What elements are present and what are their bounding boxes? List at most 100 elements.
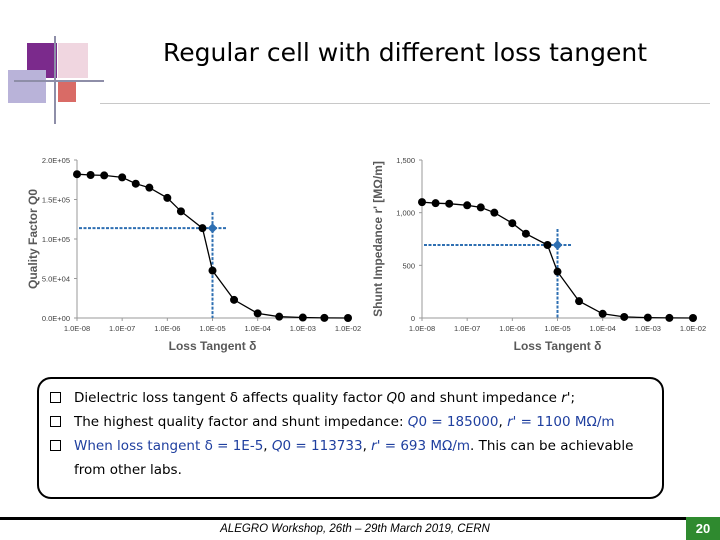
bullet-segment: 0 [397, 390, 406, 406]
y-tick-label: 500 [402, 261, 415, 270]
y-tick-label: 5.0E+04 [42, 275, 70, 284]
decor-lavender-square [8, 70, 46, 103]
bullet-segment: = 693 MΩ/m [380, 438, 471, 454]
series-line [421, 201, 694, 319]
data-point [275, 312, 284, 321]
data-point [543, 241, 552, 250]
bullet-segment: , [362, 438, 372, 454]
data-point [508, 219, 517, 228]
x-tick-label: 1.0E-05 [544, 324, 570, 333]
highlight-marker [552, 240, 563, 250]
data-point [521, 229, 530, 238]
bullet-list: Dielectric loss tangent δ affects qualit… [50, 386, 670, 482]
data-point [490, 208, 499, 217]
checkbox-bullet-icon [50, 392, 61, 403]
bullet-segment: = 1100 MΩ/m [516, 414, 615, 430]
bullet-text: When loss tangent δ = 1E-5, Q0 = 113733,… [74, 438, 633, 454]
data-point [689, 314, 697, 322]
data-point [598, 309, 607, 318]
bullet-text: The highest quality factor and shunt imp… [74, 414, 615, 430]
bullet-segment: The highest quality factor and shunt imp… [74, 414, 408, 430]
data-point [198, 224, 207, 233]
data-point [418, 198, 426, 207]
data-point [298, 313, 307, 322]
footer-text: ALEGRO Workshop, 26th – 29th March 2019,… [220, 523, 490, 535]
quality-factor-chart: 0.0E+00 5.0E+04 1.0E+05 1.5E+05 2.0E+05 1.0E-… [26, 156, 361, 353]
page-number: 20 [686, 517, 720, 540]
bullet-segment: Q [386, 390, 398, 406]
bullet-segment: ; [570, 390, 576, 406]
bullet-segment: r' [507, 414, 517, 430]
data-point [344, 313, 352, 322]
data-point [86, 171, 95, 180]
data-point [230, 295, 239, 304]
bullet-box [37, 377, 664, 499]
x-axis-label: Loss Tangent δ [169, 339, 257, 353]
x-tick-label: 1.0E-03 [290, 324, 316, 333]
shunt-impedance-chart: 0 500 1,000 1,500 1.0E-08 1.0E-07 1.0E-06 1.0E-… [371, 156, 706, 353]
bullet-item: When loss tangent δ = 1E-5, Q0 = 113733,… [50, 434, 670, 458]
bullet-item: Dielectric loss tangent δ affects qualit… [50, 386, 670, 410]
data-point [445, 199, 454, 208]
x-tick-label: 1.0E-02 [680, 324, 706, 333]
bullet-segment: Dielectric loss tangent δ affects qualit… [74, 390, 387, 406]
x-tick-label: 1.0E-06 [154, 324, 180, 333]
data-point [476, 203, 485, 212]
data-point [463, 201, 472, 210]
highlight-marker [207, 223, 218, 234]
x-tick-label: 1.0E-02 [335, 324, 361, 333]
data-point [131, 179, 140, 188]
y-tick-label: 0 [411, 314, 415, 323]
data-point [575, 297, 584, 306]
y-tick-label: 1.5E+05 [42, 196, 70, 205]
data-point [208, 266, 217, 275]
data-point [665, 313, 674, 322]
data-point [643, 313, 652, 322]
x-tick-label: 1.0E-04 [590, 324, 616, 333]
x-tick-label: 1.0E-05 [199, 324, 225, 333]
checkbox-bullet-icon [50, 440, 61, 451]
bullet-item: The highest quality factor and shunt imp… [50, 410, 670, 434]
bullet-text: Dielectric loss tangent δ affects qualit… [74, 390, 575, 406]
title-rule [100, 103, 710, 104]
x-tick-label: 1.0E-04 [245, 324, 271, 333]
page-title: Regular cell with different loss tangent [162, 38, 647, 67]
bullet-segment: r' [561, 390, 571, 406]
y-tick-label: 0.0E+00 [42, 314, 70, 323]
x-tick-label: 1.0E-06 [499, 324, 525, 333]
footer-rule [0, 517, 720, 520]
y-axis-label: Shunt Impedance r' [MΩ/m] [371, 161, 385, 317]
x-tick-label: 1.0E-03 [635, 324, 661, 333]
data-point [176, 207, 185, 216]
data-point [253, 309, 262, 318]
data-point [73, 170, 81, 179]
bullet-continuation: from other labs. [74, 462, 182, 478]
checkbox-bullet-icon [50, 416, 61, 427]
decor-pink-square [58, 43, 88, 78]
data-point [320, 313, 329, 322]
y-tick-label: 1,000 [396, 209, 415, 218]
y-tick-label: 1,500 [396, 156, 415, 165]
x-tick-label: 1.0E-07 [454, 324, 480, 333]
bullet-segment: 0 = 185000 [418, 414, 499, 430]
bullet-segment: Q [407, 414, 419, 430]
data-point [431, 199, 440, 208]
data-point [118, 173, 127, 182]
series-line [76, 173, 349, 319]
bullet-segment: . This can be achievable [470, 438, 634, 454]
data-point [145, 183, 154, 192]
x-tick-label: 1.0E-08 [409, 324, 435, 333]
bullet-segment: Q [271, 438, 283, 454]
data-point [163, 193, 172, 202]
bullet-segment: , [263, 438, 272, 454]
y-tick-label: 2.0E+05 [42, 156, 70, 165]
data-point [100, 171, 109, 180]
bullet-segment: r' [371, 438, 381, 454]
x-tick-label: 1.0E-07 [109, 324, 135, 333]
data-point [620, 312, 629, 321]
y-axis-label: Quality Factor Q0 [26, 189, 40, 289]
bullet-segment: When loss tangent δ = 1E-5 [74, 438, 264, 454]
x-axis-label: Loss Tangent δ [514, 339, 602, 353]
bullet-segment: and shunt impedance [405, 390, 562, 406]
data-point [553, 267, 562, 276]
